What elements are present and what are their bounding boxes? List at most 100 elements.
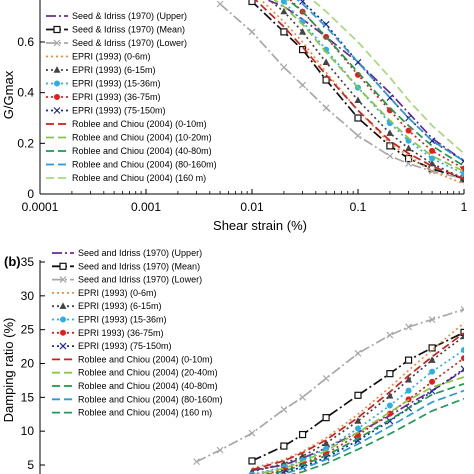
series-point-1 (322, 414, 330, 422)
legend-entry: EPRI (1993) (0-6m) (72, 52, 151, 62)
series-point-5 (429, 155, 436, 162)
panel-a: 0 0.2 0.4 0.6 0.0001 0.001 0.01 0.1 1 G/Gmax She… (1, 0, 468, 233)
series-point-2 (299, 393, 306, 401)
legend-marker (54, 94, 61, 101)
series-point-2 (322, 374, 330, 382)
series-point-5 (461, 170, 464, 177)
series-line-3 (251, 322, 464, 470)
legend-entry: Roblee and Chiou (2004) (160 m) (72, 173, 206, 183)
y-tick-label: 15 (21, 390, 35, 404)
series-line-11 (277, 389, 464, 474)
series-line-1 (247, 0, 464, 180)
series-point-1 (386, 370, 394, 378)
panel-b-tick-labels: 5 10 15 20 25 30 35 (21, 255, 35, 472)
series-point-1 (460, 328, 464, 336)
series-point-1 (354, 391, 362, 399)
series-point-2 (248, 429, 256, 437)
series-point-1 (322, 76, 330, 84)
legend-entry: EPRI (1993) (15-36m) (78, 315, 167, 325)
legend-marker (59, 276, 67, 284)
legend-entry: EPRI (1993) (6-15m) (72, 65, 156, 75)
series-line-10 (264, 382, 464, 474)
x-tick-label: 0.001 (131, 200, 161, 214)
series-line-8 (251, 332, 464, 471)
legend-entry: Roblee and Chiou (2004) (20-40m) (78, 368, 218, 378)
series-point-7 (460, 365, 464, 373)
series-point-1 (354, 114, 362, 122)
legend-marker (53, 107, 61, 114)
legend-entry: Seed and Idriss (1970) (Mean) (78, 261, 200, 271)
series-line-9 (253, 376, 464, 474)
legend-entry: Seed and Idriss (1970) (Lower) (78, 275, 202, 285)
legend-entry: Roblee and Chiou (2004) (10-20m) (72, 133, 212, 143)
legend-marker (59, 342, 67, 350)
panel-b-legend: Seed and Idriss (1970) (Upper) Seed and I… (52, 248, 223, 418)
series-point-7 (386, 417, 394, 425)
panel-a-legend: Seed & Idriss (1970) (Upper) Seed & Idris… (46, 11, 217, 183)
series-point-4 (405, 144, 413, 152)
series-point-2 (386, 331, 394, 339)
series-point-1 (280, 442, 288, 450)
series-point-2 (299, 81, 306, 89)
legend-entry: Roblee and Chiou (2004) (40-80m) (78, 381, 218, 391)
series-point-6 (429, 378, 436, 385)
series-line-6 (289, 0, 464, 170)
series-point-1 (298, 430, 307, 439)
legend-entry: Roblee and Chiou (2004) (0-10m) (72, 119, 207, 129)
series-point-5 (405, 387, 412, 394)
series-line-11 (296, 0, 464, 162)
series-line-2 (196, 308, 464, 463)
series-point-1 (404, 154, 413, 163)
y-tick-label: 30 (21, 289, 35, 303)
series-point-2 (216, 446, 224, 454)
series-point-5 (461, 346, 464, 353)
series-point-2 (322, 104, 330, 112)
legend-entry: Roblee and Chiou (2004) (80-160m) (72, 160, 217, 170)
series-point-1 (428, 344, 436, 352)
series-line-5 (251, 349, 464, 474)
series-point-6 (461, 355, 464, 362)
series-point-7 (322, 20, 330, 28)
panel-b-ylabel: Damping ratio (%) (1, 318, 16, 423)
legend-entry: EPRI (1993) (75-150m) (78, 341, 172, 351)
x-tick-label: 0.0001 (22, 200, 59, 214)
legend-entry: EPRI (1993) (15-36m) (72, 79, 161, 89)
series-line-6 (259, 357, 464, 474)
series-point-2 (280, 406, 288, 413)
series-point-1 (248, 457, 256, 465)
series-point-2 (405, 160, 412, 168)
series-point-2 (216, 0, 224, 8)
legend-marker (59, 302, 67, 309)
panel-a-tick-labels: 0 0.2 0.4 0.6 0.0001 0.001 0.01 0.1 1 (17, 35, 467, 214)
series-point-7 (299, 0, 306, 5)
legend-marker (53, 66, 61, 73)
series-point-2 (248, 28, 256, 36)
legend-marker (59, 262, 67, 270)
legend-entry: Roblee and Chiou (2004) (0-10m) (78, 354, 213, 364)
series-point-2 (280, 63, 288, 71)
legend-entry: EPRI (1993) (0-6m) (78, 288, 157, 298)
series-point-4 (322, 439, 330, 447)
series-point-4 (405, 375, 413, 383)
panel-b-ticks (40, 261, 45, 466)
series-point-5 (249, 471, 255, 474)
panel-a-series (216, 0, 464, 185)
series-point-4 (386, 392, 394, 399)
series-point-5 (354, 425, 361, 432)
legend-entry: EPRI (1993) (75-150m) (72, 106, 166, 116)
y-tick-label: 10 (21, 424, 35, 438)
panel-a-xlabel: Shear strain (%) (213, 218, 307, 233)
series-line-10 (286, 0, 464, 167)
legend-entry: Roblee and Chiou (2004) (80-160m) (78, 394, 223, 404)
legend-entry: EPRI 1993) (36-75m) (78, 328, 164, 338)
series-point-7 (460, 157, 464, 165)
series-point-2 (460, 305, 464, 313)
series-line-3 (259, 0, 464, 185)
series-line-1 (251, 331, 464, 462)
series-point-1 (280, 28, 288, 36)
series-point-2 (428, 316, 436, 323)
legend-marker (53, 39, 61, 47)
series-point-4 (386, 129, 394, 136)
legend-entry: EPRI (1993) (6-15m) (78, 301, 162, 311)
